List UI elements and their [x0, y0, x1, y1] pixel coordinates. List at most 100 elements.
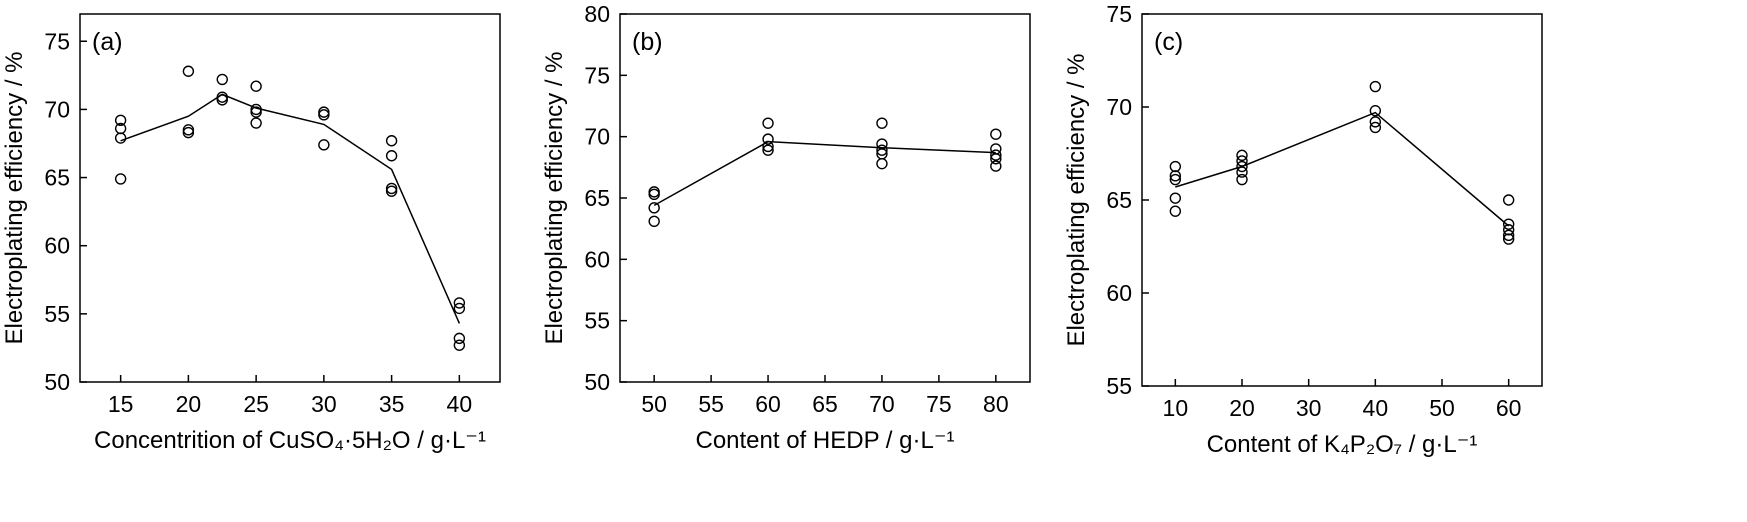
y-tick-label: 70	[44, 96, 70, 122]
y-tick-label: 50	[584, 369, 610, 395]
data-point	[1236, 173, 1248, 186]
x-tick-label: 55	[698, 391, 724, 417]
data-point	[318, 109, 330, 121]
data-point	[762, 133, 774, 145]
data-point	[1236, 155, 1248, 167]
data-point	[762, 117, 774, 129]
x-tick-label: 20	[1229, 395, 1255, 421]
data-point	[385, 185, 398, 197]
data-point	[216, 73, 228, 86]
data-point	[453, 302, 466, 315]
data-point	[385, 135, 398, 147]
x-tick-label: 65	[812, 391, 838, 417]
y-axis-title: Electroplating efficiency / %	[1063, 53, 1090, 346]
y-tick-label: 75	[44, 28, 70, 54]
data-point	[114, 114, 127, 127]
chart-panel-1: 15 20 25 30 35 40 50 55 60 65 70 75 (a) Concentrition…	[1, 13, 501, 454]
y-tick-label: 60	[584, 246, 610, 272]
x-axis-title: Content of HEDP / g·L⁻¹	[695, 427, 954, 454]
y-tick-label: 55	[44, 301, 70, 327]
data-point	[990, 153, 1002, 165]
data-point	[648, 202, 660, 214]
y-tick-label: 65	[44, 165, 70, 191]
data-point	[318, 139, 330, 151]
data-point	[453, 332, 466, 345]
y-tick-label: 55	[584, 308, 610, 334]
data-point	[648, 186, 660, 198]
data-point	[1169, 170, 1182, 182]
data-point	[453, 297, 466, 309]
x-tick-label: 75	[926, 391, 952, 417]
x-tick-label: 30	[1296, 395, 1322, 421]
data-point	[1236, 160, 1248, 173]
data-point	[250, 117, 262, 129]
data-point	[648, 188, 660, 201]
x-axis-title: Concentrition of CuSO₄·5H₂O / g·L⁻¹	[94, 427, 486, 454]
data-point	[114, 173, 127, 185]
data-point	[182, 126, 195, 139]
x-tick-label: 60	[755, 391, 781, 417]
x-tick-label: 70	[869, 391, 895, 417]
x-tick-label: 50	[641, 391, 667, 417]
x-tick-label: 40	[447, 391, 473, 417]
data-point	[1369, 116, 1382, 128]
data-point	[1369, 121, 1382, 134]
trend-line	[1175, 111, 1510, 227]
chart-panel-2: 50 55 60 65 70 75 80 50 55 60 65 70 75 80 (b) Content o…	[541, 1, 1031, 454]
x-tick-label: 25	[243, 391, 269, 417]
data-point	[1502, 218, 1515, 230]
panel-label: (a)	[92, 28, 123, 56]
y-tick-label: 70	[1106, 94, 1132, 120]
data-point	[385, 150, 398, 162]
x-tick-label: 50	[1429, 395, 1455, 421]
panel-label: (c)	[1154, 28, 1183, 56]
data-point	[1502, 194, 1515, 206]
data-point	[990, 149, 1002, 161]
data-point	[990, 128, 1002, 140]
data-point	[1236, 166, 1248, 178]
plot-frame	[619, 13, 1031, 383]
y-tick-label: 50	[44, 369, 70, 395]
data-point	[1169, 160, 1182, 173]
data-point	[1236, 149, 1248, 162]
chart-panel-3: 10 20 30 40 50 60 55 60 65 70 75 (c) Content of K₄P₂…	[1063, 1, 1543, 458]
panel-label: (b)	[632, 28, 663, 56]
y-axis-title: Electroplating efficiency / %	[1, 51, 28, 344]
data-point	[182, 65, 195, 77]
trend-line	[653, 140, 996, 207]
plot-frame	[79, 13, 501, 383]
x-tick-label: 80	[983, 391, 1009, 417]
x-axis-title: Content of K₄P₂O₇ / g·L⁻¹	[1207, 431, 1478, 458]
x-tick-label: 35	[379, 391, 405, 417]
data-point	[1369, 80, 1382, 93]
y-tick-label: 60	[44, 233, 70, 259]
trend-line	[120, 93, 461, 324]
data-point	[762, 140, 774, 153]
data-point	[1502, 229, 1515, 242]
y-tick-label: 80	[584, 1, 610, 27]
x-tick-label: 40	[1363, 395, 1389, 421]
data-point	[1369, 105, 1382, 117]
data-point	[216, 94, 228, 106]
y-tick-label: 65	[584, 185, 610, 211]
data-point	[453, 339, 466, 351]
data-point	[114, 132, 127, 144]
data-point	[876, 157, 888, 170]
y-tick-label: 65	[1106, 187, 1132, 213]
data-point	[1169, 173, 1182, 186]
y-tick-label: 75	[1106, 1, 1132, 27]
data-point	[990, 160, 1002, 172]
x-tick-label: 10	[1163, 395, 1189, 421]
x-tick-label: 20	[176, 391, 202, 417]
x-tick-label: 60	[1496, 395, 1522, 421]
y-tick-label: 55	[1106, 373, 1132, 399]
data-point	[250, 80, 262, 92]
x-tick-label: 15	[108, 391, 134, 417]
y-axis-title: Electroplating efficiency / %	[541, 51, 568, 344]
x-tick-label: 30	[311, 391, 337, 417]
y-tick-label: 60	[1106, 280, 1132, 306]
data-point	[762, 144, 774, 156]
data-point	[1502, 233, 1515, 245]
